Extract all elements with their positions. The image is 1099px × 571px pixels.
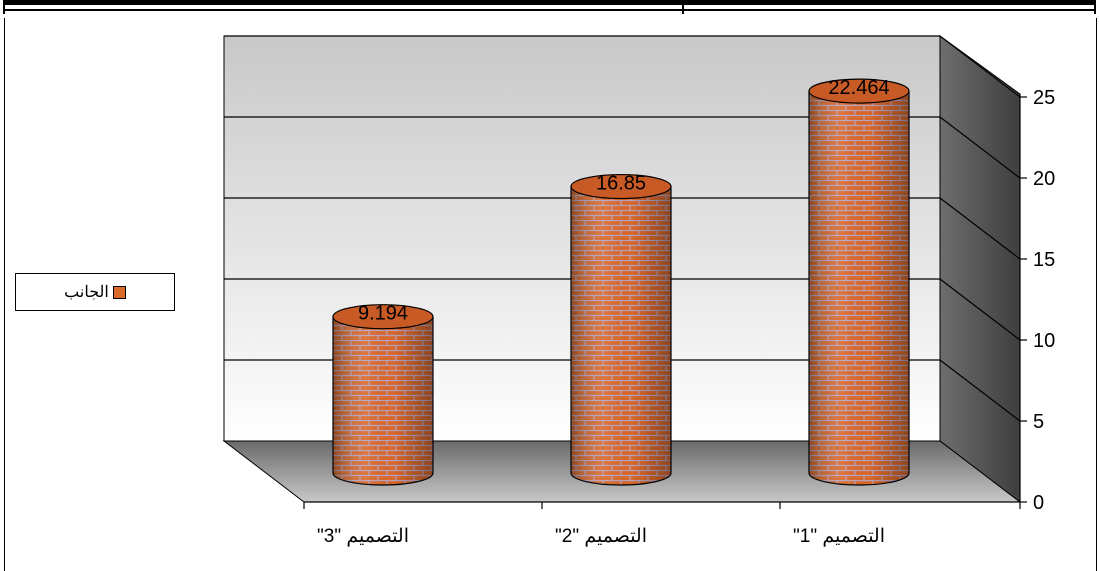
y-tick-label-0: 0 [1033,492,1044,514]
chart-frame [4,18,1097,571]
side-gridline-3 [939,197,1021,260]
bar-top-2 [570,173,672,200]
legend-label: الجانب [64,284,109,301]
side-gridline-5 [939,35,1021,98]
bar-shade-1 [809,91,909,485]
data-label-1: 22.464 [828,77,889,99]
x-tick-marks [303,502,1021,509]
side-wall [939,35,1021,504]
bar-3: 9.194 [332,303,434,486]
data-label-2: 16.85 [596,173,646,195]
legend: الجانب [15,273,175,311]
y-tick-label-2: 10 [1033,330,1055,352]
category-label-2: التصميم "2" [555,526,647,547]
side-gridline-1 [939,359,1021,422]
bar-2: 16.85 [570,173,672,486]
bar-shade-2 [571,186,671,486]
category-label-1: التصميم "1" [793,526,885,547]
y-tick-label-3: 15 [1033,249,1055,271]
y-tick-label-5: 25 [1033,87,1055,109]
y-tick-label-4: 20 [1033,168,1055,190]
legend-swatch [112,285,126,299]
bar-top-3 [332,304,434,330]
bar-1: 22.464 [808,77,910,486]
bar-group: 22.464 16.85 9.194 [332,77,910,486]
side-gridline-4 [939,116,1021,179]
bar-shade-3 [333,316,433,485]
data-label-3: 9.194 [358,303,408,325]
category-labels: التصميم "1" التصميم "2" التصميم "3" [317,526,885,547]
category-label-3: التصميم "3" [317,526,409,547]
side-gridline-2 [939,278,1021,341]
y-tick-label-1: 5 [1033,411,1044,433]
bar-top-1 [808,78,910,104]
y-axis-ticks: 0 5 10 15 20 25 [1020,87,1055,514]
top-border-bar [3,0,1096,14]
